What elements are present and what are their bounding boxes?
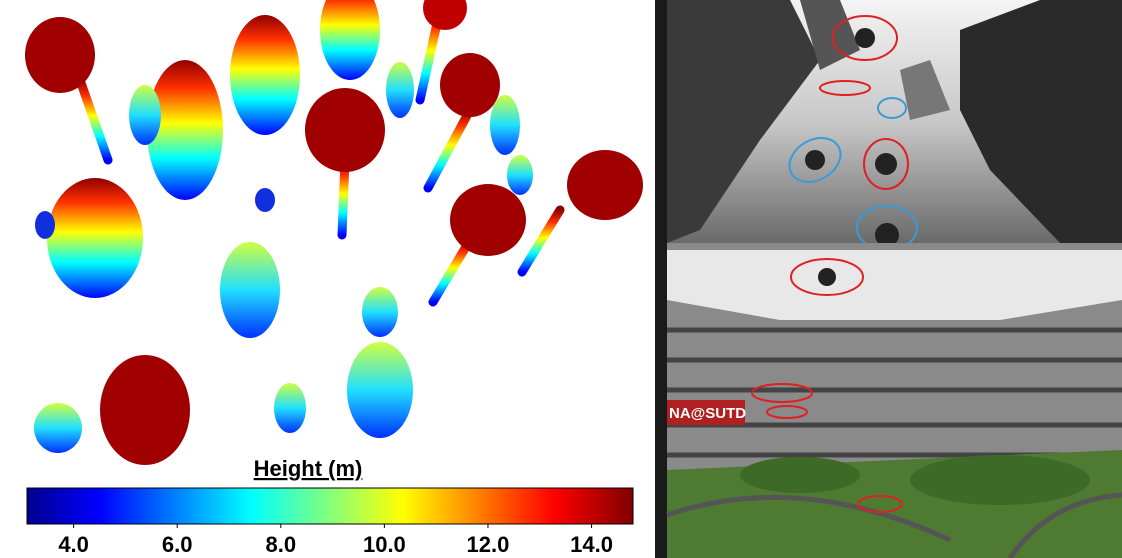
colorbar (26, 487, 634, 525)
point-cloud: Height (m) (25, 0, 643, 525)
simulation-view (667, 0, 1122, 251)
tick-label: 4.0 (58, 532, 89, 557)
tick-label: 6.0 (162, 532, 193, 557)
sign-text: NA@SUTD (669, 405, 746, 422)
tick-label: 10.0 (363, 532, 406, 557)
divider (655, 0, 667, 558)
colorbar-title: Height (m) (254, 456, 363, 481)
tree-crowns (25, 0, 643, 465)
tick-label: 14.0 (570, 532, 613, 557)
tick-label: 8.0 (265, 532, 296, 557)
tick-label: 12.0 (467, 532, 510, 557)
atrium-photo: NA@SUTD (666, 243, 1122, 558)
